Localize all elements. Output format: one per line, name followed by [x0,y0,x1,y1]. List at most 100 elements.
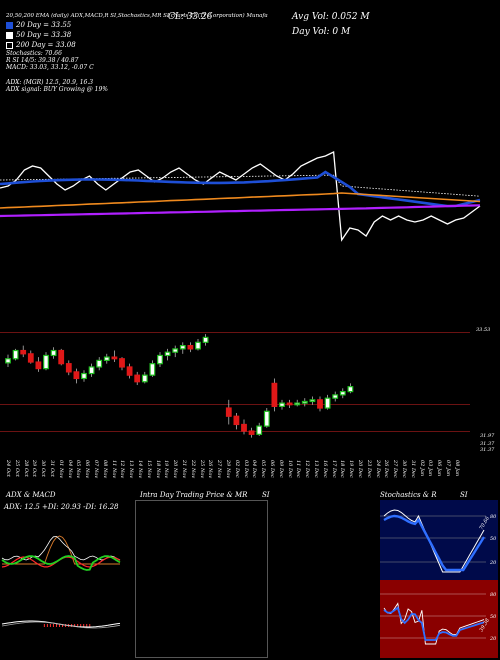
candle-divider-line [0,404,470,405]
macd-chart [1,620,121,629]
candle-body [149,363,156,376]
candle-body [172,348,179,353]
ema50-line [0,174,481,197]
candle-body [157,354,163,365]
price-label-top: 33.53 [476,327,491,333]
adx-macd-title: ADX & MACD [6,491,56,499]
candle-body [317,399,323,409]
chart-header-title: 20,50,200 EMA (daily) ADX,MACD,R SI,Stoc… [6,13,268,19]
date-tick-label: 22 Nov [189,460,196,479]
price-label-low3: 31.37 [480,447,495,453]
candle-body [119,358,125,368]
date-tick-label: 06 Nov [84,460,91,479]
candle-body [103,356,110,361]
legend-ema200-label: 200 Day = 33.08 [16,41,76,49]
candle-body [301,400,308,404]
date-tick-label: 20 Dec [357,460,363,478]
candle-body [5,358,11,364]
legend-ema200: 200 Day = 33.08 [6,41,76,49]
ema20-swatch-icon [6,21,13,29]
candle-body [271,382,278,407]
date-tick-label: 04 Dec [251,460,258,478]
candlestick-chart [5,334,354,438]
candle-body [81,372,87,380]
intraday-si-label: SI [262,491,270,499]
candle-body [241,423,247,432]
date-tick-label: 24 Dec [374,460,381,478]
candle-body [12,349,19,360]
candle-body [202,336,209,343]
adx-orange-line [2,535,120,565]
macd-signal-line [1,621,121,629]
date-tick-label: 07 Nov [93,460,99,479]
date-tick-label: 06 Jan [436,460,443,477]
date-tick-label: 26 Dec [383,460,390,478]
date-tick-label: 18 Dec [339,460,346,478]
stoch-axis-label: 50 [490,536,497,542]
candle-body [164,351,171,357]
date-tick-label: 10 Dec [286,460,293,478]
candle-body [309,399,316,403]
date-tick-label: 19 Dec [348,460,355,478]
candle-body [225,407,232,417]
candle-body [88,366,95,375]
date-tick-label: 25 Nov [198,460,205,479]
price-label-low2: 31.37 [480,441,495,447]
date-tick-label: 06 Dec [269,460,275,478]
date-tick-label: 23 Dec [365,460,372,478]
candle-body [286,402,293,406]
stochastics-si-label: SI [460,491,468,499]
date-tick-label: 20 Nov [172,460,179,479]
candle-body [187,345,194,350]
candle-body [263,410,270,427]
stochastics-rsi-title: Stochastics & R [380,491,437,499]
date-tick-label: 19 Nov [163,460,170,479]
candle-body [339,391,346,396]
date-tick-label: 29 Oct [31,460,38,477]
date-tick-label: 08 Jan [453,460,460,477]
date-tick-label: 28 Oct [22,460,29,477]
date-tick-label: 27 Dec [392,460,399,478]
candle-body [111,356,118,360]
candle-body [134,374,141,383]
candle-body [324,397,331,409]
adx-chart [1,535,121,571]
candle-body [347,386,354,393]
candle-body [73,371,80,380]
legend-ema20: 20 Day = 33.55 [6,21,71,29]
candle-body [65,363,72,373]
candle-body [141,374,148,383]
date-tick-label: 07 Jan [445,460,451,477]
stoch-axis-label: 20 [489,560,497,566]
stoch-axis-label: 80 [490,514,497,520]
date-tick-label: 30 Oct [40,460,47,477]
rsi-background [380,580,498,658]
candle-body [248,430,255,435]
ema-divider-line [0,332,470,333]
macd-readout: MACD: 33.03, 33.12, -0.07 C [6,64,94,71]
date-tick-label: 13 Nov [128,460,135,479]
price-label-low1: 31.97 [480,433,495,439]
candle-bottom-line [0,431,470,432]
rsi-blue-line [383,606,485,641]
candle-body [279,402,285,407]
date-tick-label: 02 Dec [233,460,240,478]
stoch-background [380,500,498,580]
date-tick-label: 09 Dec [277,460,284,478]
date-tick-label: 29 Nov [225,460,231,479]
candle-body [126,366,133,376]
date-tick-label: 12 Dec [304,460,311,478]
date-axis: 24 Oct 25 Oct 28 Oct 29 Oct 30 Oct 31 Oct 01 N… [0,460,470,484]
candle-body [43,354,49,370]
ema20-line [0,170,481,208]
date-tick-label: 17 Dec [330,460,337,478]
date-tick-label: 11 Nov [110,460,117,479]
date-tick-label: 12 Nov [119,460,126,479]
date-tick-label: 31 Oct [49,460,55,477]
candle-body [195,341,201,350]
ema-line-chart [0,151,481,242]
date-tick-label: 03 Jan [427,460,434,477]
date-tick-label: 16 Dec [321,460,328,478]
candle-body [96,359,103,368]
date-tick-label: 04 Nov [66,460,73,479]
